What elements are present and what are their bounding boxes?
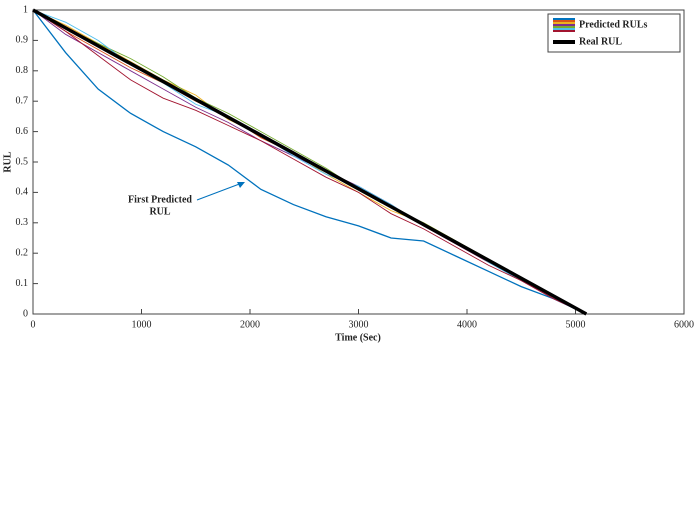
x-tick-label: 1000 [132,319,152,330]
y-tick-label: 0.3 [16,217,29,228]
y-tick-label: 1 [23,4,28,15]
y-tick-label: 0.9 [16,35,29,46]
x-axis-label: Time (Sec) [335,332,381,343]
legend-swatch [553,30,575,32]
legend-label: Real RUL [579,36,622,47]
x-tick-label: 4000 [457,319,477,330]
legend-swatch [553,28,575,30]
legend-swatch [553,24,575,26]
legend-swatch [553,20,575,22]
y-tick-label: 0.4 [16,187,29,198]
annotation-text: First Predicted [128,194,192,205]
y-tick-label: 0.8 [16,65,29,76]
predicted-line [32,9,587,315]
y-tick-label: 0.1 [16,278,29,289]
x-tick-label: 6000 [674,319,694,330]
x-tick-label: 0 [31,319,36,330]
legend-swatch [553,18,575,20]
y-axis-label: RUL [2,151,13,172]
legend-swatch [553,22,575,24]
y-tick-label: 0.7 [16,95,29,106]
x-tick-label: 5000 [566,319,586,330]
real-line [32,8,588,316]
x-tick-label: 2000 [240,319,260,330]
x-tick-label: 3000 [349,319,369,330]
y-tick-label: 0.5 [16,156,29,167]
plot-area [32,9,685,315]
y-tick-label: 0 [23,308,28,319]
predicted-line [32,9,587,315]
legend-swatch [553,26,575,28]
annotation-arrowhead [237,182,245,188]
legend-label: Predicted RULs [579,19,648,30]
annotation-arrow [196,182,243,201]
y-tick-label: 0.6 [16,126,29,137]
annotation-text: RUL [149,206,170,217]
y-tick-label: 0.2 [16,247,29,258]
